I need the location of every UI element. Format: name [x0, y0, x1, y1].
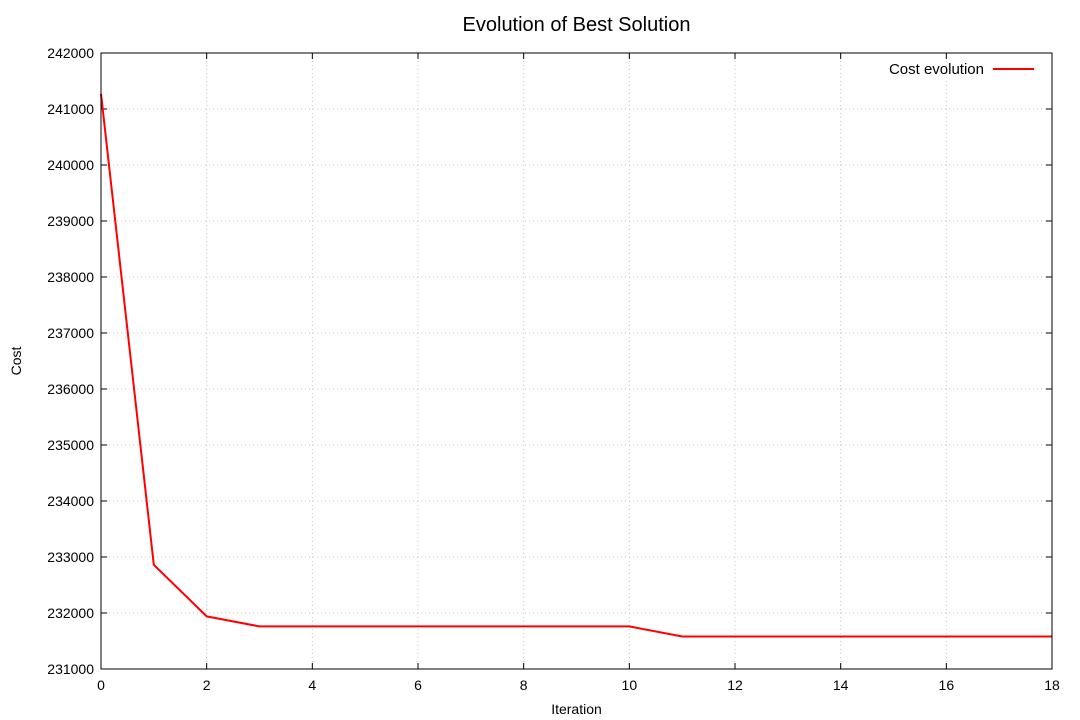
y-tick-label: 238000 — [47, 269, 94, 285]
legend-label-cost-evolution: Cost evolution — [889, 61, 984, 78]
y-tick-label: 241000 — [47, 101, 94, 117]
x-tick-label: 16 — [939, 677, 955, 693]
grid-lines — [101, 53, 1052, 669]
x-tick-label: 0 — [97, 677, 105, 693]
x-tick-label: 18 — [1044, 677, 1060, 693]
legend: Cost evolution — [889, 61, 1034, 78]
y-axis-title: Cost — [8, 347, 24, 376]
y-tick-label: 232000 — [47, 605, 94, 621]
y-tick-label: 236000 — [47, 381, 94, 397]
x-axis-title: Iteration — [551, 701, 602, 717]
tick-labels: 0 2 4 6 8 10 12 14 16 18 231000 232000 233000 234000 2… — [47, 45, 1060, 693]
x-tick-label: 2 — [203, 677, 211, 693]
x-tick-label: 12 — [727, 677, 743, 693]
y-tick-label: 242000 — [47, 45, 94, 61]
y-tick-label: 239000 — [47, 213, 94, 229]
plot-frame — [100, 52, 1053, 670]
series-layer — [100, 93, 1052, 638]
chart-title: Evolution of Best Solution — [463, 14, 691, 36]
y-tick-label: 234000 — [47, 493, 94, 509]
y-tick-label: 237000 — [47, 325, 94, 341]
x-tick-label: 8 — [520, 677, 528, 693]
x-tick-label: 14 — [833, 677, 849, 693]
y-tick-label: 231000 — [47, 661, 94, 677]
y-tick-label: 240000 — [47, 157, 94, 173]
y-tick-label: 233000 — [47, 549, 94, 565]
y-tick-label: 235000 — [47, 437, 94, 453]
axis-ticks — [100, 52, 1053, 670]
x-tick-label: 10 — [622, 677, 638, 693]
x-tick-label: 6 — [414, 677, 422, 693]
series-line-cost-evolution — [100, 93, 1052, 638]
x-tick-label: 4 — [308, 677, 316, 693]
